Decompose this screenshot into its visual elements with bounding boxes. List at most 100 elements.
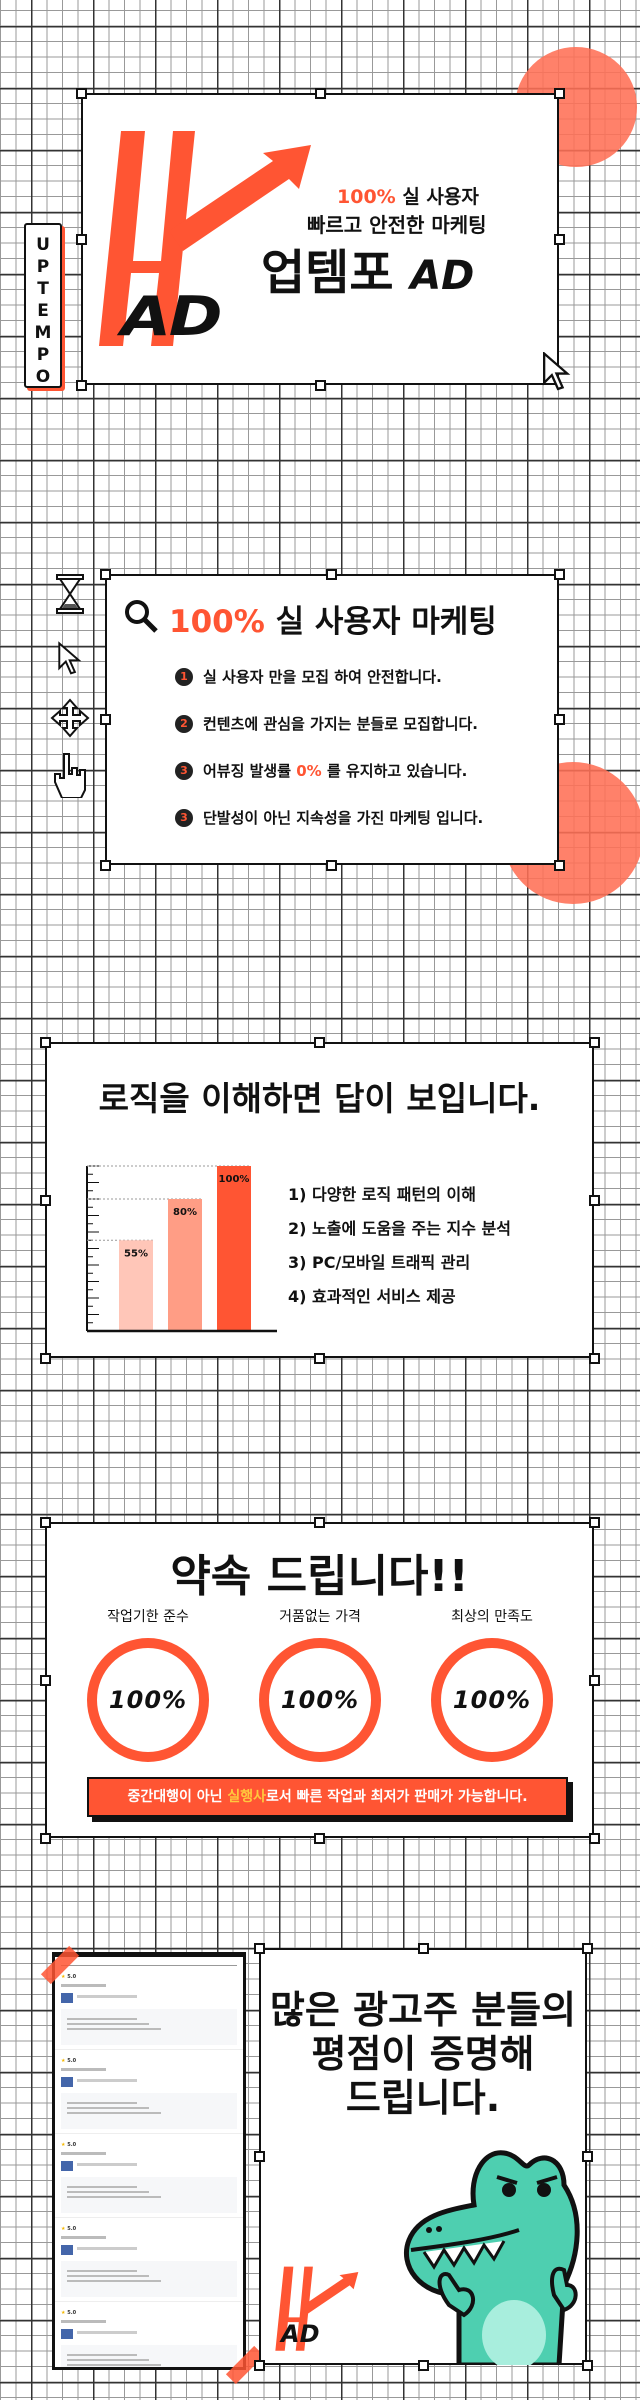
resize-handle (589, 1833, 600, 1844)
promise-title: 약속 드립니다!! (170, 1551, 469, 1602)
logic-frame: 로직을 이해하면 답이 보입니다. 55% 80% 100% 1) 다양한 로직 패… (45, 1042, 594, 1358)
resize-handle (254, 2151, 265, 2162)
promise-label: 거품없는 가격 (279, 1609, 361, 1625)
review-rating: ★ 5.0 (61, 2058, 237, 2064)
resize-handle (40, 1195, 51, 1206)
review-reply (61, 2261, 237, 2297)
resize-handle (326, 860, 337, 871)
resize-handle (76, 234, 87, 245)
resize-handle (582, 1943, 593, 1954)
review-line (67, 2354, 137, 2356)
review-user (61, 2077, 237, 2087)
review-line (61, 2152, 106, 2155)
review-line (77, 2079, 137, 2082)
review-user (61, 2329, 237, 2339)
review-line (67, 2028, 161, 2030)
hourglass-icon (56, 574, 84, 614)
review-screenshot: ★ 5.0 ★ 5.0 ★ 5.0 ★ 5.0 ★ 5.0 (52, 1952, 246, 2370)
rating-value: 5.0 (67, 2226, 77, 2232)
review-line (67, 2359, 149, 2361)
review-line (61, 2068, 106, 2071)
review-line (67, 2102, 137, 2104)
review-user (61, 2245, 237, 2255)
review-line (67, 2275, 149, 2277)
review-line (77, 1995, 137, 1998)
feature-text: 실 사용자 만을 모집 하여 안전합니다. (203, 668, 442, 686)
rating-value: 5.0 (67, 2310, 77, 2316)
review-line (61, 2236, 106, 2239)
resize-handle (326, 569, 337, 580)
logic-title: 로직을 이해하면 답이 보입니다. (98, 1079, 541, 1118)
feature-item: 1 실 사용자 만을 모집 하여 안전합니다. (175, 666, 442, 687)
resize-handle (254, 2360, 265, 2371)
review-rating: ★ 5.0 (61, 2226, 237, 2232)
resize-handle (554, 569, 565, 580)
avatar (61, 2077, 73, 2087)
avatar (61, 1993, 73, 2003)
resize-handle (589, 1675, 600, 1686)
promise-ring: 100% (87, 1638, 209, 1762)
hand-pointer-icon (54, 753, 86, 798)
logic-list-item: 2) 노출에 도움을 주는 지수 분석 (288, 1219, 511, 1238)
review-line (61, 1984, 106, 1987)
bar-label: 55% (124, 1248, 148, 1259)
review-line (77, 2163, 137, 2166)
review-card: ★ 5.0 (55, 2134, 243, 2218)
review-line (67, 2112, 161, 2114)
magnifier-icon (125, 600, 158, 633)
resize-handle (100, 714, 111, 725)
review-reply (61, 2345, 237, 2367)
review-line (67, 2270, 137, 2272)
review-card: ★ 5.0 (55, 2218, 243, 2302)
resize-handle (582, 2151, 593, 2162)
bar-label: 100% (219, 1174, 250, 1185)
star-icon: ★ (61, 2058, 68, 2064)
hero-tagline: 100% 실 사용자 (337, 186, 479, 208)
review-rating: ★ 5.0 (61, 2142, 237, 2148)
features-frame: 100% 실 사용자 마케팅 1 실 사용자 만을 모집 하여 안전합니다. 2 컨텐… (105, 574, 559, 865)
review-reply (61, 2177, 237, 2213)
number-badge: 3 (175, 808, 193, 827)
resize-handle (314, 1037, 325, 1048)
feature-text: 컨텐츠에 관심을 가지는 분들로 모집합니다. (203, 715, 478, 733)
review-rating: ★ 5.0 (61, 1974, 237, 1980)
uptempo-logo (99, 131, 311, 346)
reviews-frame: 많은 광고주 분들의 평점이 증명해 드립니다. AD (259, 1948, 587, 2365)
avatar (61, 2161, 73, 2171)
logic-list-item: 4) 효과적인 서비스 제공 (288, 1287, 456, 1306)
resize-handle (315, 380, 326, 391)
resize-handle (589, 1517, 600, 1528)
review-card: ★ 5.0 (55, 2050, 243, 2134)
promise-label: 작업기한 준수 (107, 1609, 189, 1625)
review-line (67, 2018, 137, 2020)
review-line (67, 2107, 149, 2109)
bar-chart: 55% 80% 100% (86, 1165, 277, 1333)
resize-handle (554, 860, 565, 871)
bar (168, 1199, 202, 1331)
review-user (61, 2161, 237, 2171)
rating-value: 5.0 (67, 2142, 77, 2148)
number-badge: 2 (175, 714, 193, 733)
resize-handle (314, 1833, 325, 1844)
number-badge: 1 (175, 667, 193, 686)
resize-handle (100, 569, 111, 580)
promise-ring: 100% (259, 1638, 381, 1762)
avatar (61, 2245, 73, 2255)
resize-handle (40, 1675, 51, 1686)
logic-list-item: 1) 다양한 로직 패턴의 이해 (288, 1185, 476, 1204)
feature-item: 3 단발성이 아닌 지속성을 가진 마케팅 입니다. (175, 807, 483, 828)
review-reply (61, 2093, 237, 2129)
move-icon (50, 698, 90, 738)
feature-text: 어뷰징 발생률 0% 를 유지하고 있습니다. (203, 760, 467, 781)
resize-handle (589, 1037, 600, 1048)
review-line (61, 2320, 106, 2323)
resize-handle (254, 1943, 265, 1954)
bar (119, 1240, 153, 1331)
review-line (67, 2196, 161, 2198)
resize-handle (589, 1195, 600, 1206)
review-reply (61, 2009, 237, 2045)
promise-value: 100% (452, 1686, 532, 1714)
feature-item: 3 어뷰징 발생률 0% 를 유지하고 있습니다. (175, 760, 467, 781)
bar (217, 1166, 251, 1331)
review-line (67, 2280, 161, 2282)
